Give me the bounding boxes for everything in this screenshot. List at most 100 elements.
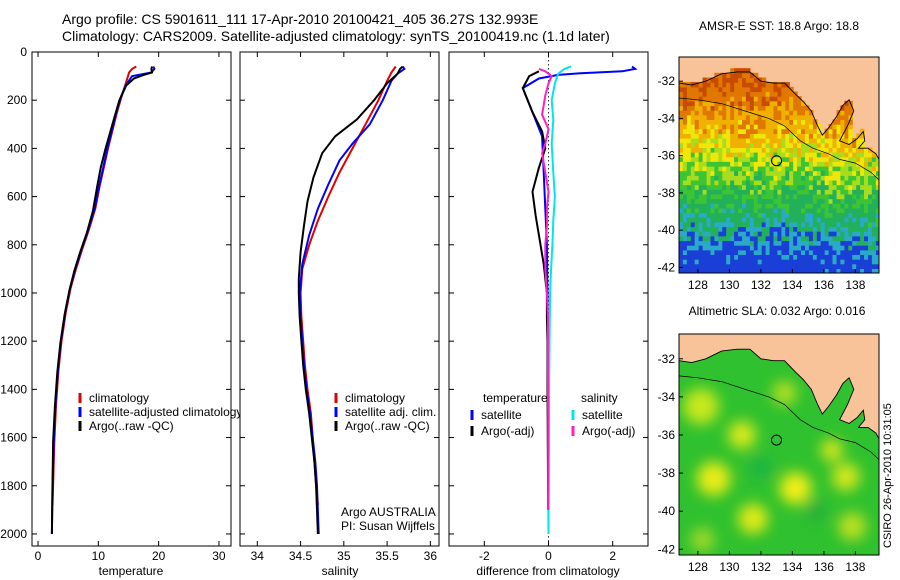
sst-cell xyxy=(686,235,692,242)
sst-cell xyxy=(730,193,735,200)
sst-cell xyxy=(734,231,739,237)
sst-cell xyxy=(718,165,723,172)
sst-cell xyxy=(682,217,688,223)
sst-cell xyxy=(714,110,719,116)
sst-cell xyxy=(871,217,877,223)
sst-cell xyxy=(856,226,861,232)
sst-cell xyxy=(679,156,684,162)
sst-cell xyxy=(726,156,731,162)
sst-cell xyxy=(864,221,869,228)
sst-cell xyxy=(726,268,731,273)
sst-cell xyxy=(761,147,767,153)
y-tick-label: 2000 xyxy=(0,527,27,541)
sst-cell xyxy=(856,235,861,242)
sst-cell xyxy=(824,142,830,148)
sst-cell xyxy=(686,226,692,232)
sst-cell xyxy=(789,249,794,255)
sst-cell xyxy=(753,259,759,265)
sst-cell xyxy=(832,124,837,130)
sst-cell xyxy=(718,235,723,242)
sst-cell xyxy=(745,179,751,186)
sst-cell xyxy=(694,114,700,120)
sst-cell xyxy=(679,245,684,251)
sst-cell xyxy=(738,96,743,102)
sst-cell xyxy=(734,96,739,102)
sst-cell xyxy=(690,212,696,218)
sst-cell xyxy=(706,105,712,111)
sst-cell xyxy=(686,175,692,181)
sst-cell xyxy=(749,128,755,134)
sst-cell xyxy=(714,175,719,181)
sst-cell xyxy=(785,259,790,265)
sst-cell xyxy=(726,235,731,242)
sst-cell xyxy=(860,221,865,228)
sst-cell xyxy=(848,142,853,148)
sst-cell xyxy=(856,207,861,214)
sst-cell xyxy=(828,142,834,148)
sst-cell xyxy=(686,212,692,218)
sst-cell xyxy=(694,193,700,200)
sst-cell xyxy=(722,152,727,158)
sst-cell xyxy=(805,138,810,144)
sst-cell xyxy=(852,142,857,148)
sst-cell xyxy=(864,263,869,269)
sst-cell xyxy=(781,184,786,190)
sst-cell xyxy=(777,198,782,204)
sst-cell xyxy=(690,235,696,242)
sst-cell xyxy=(722,207,727,214)
sst-cell xyxy=(840,231,845,237)
sst-cell xyxy=(761,221,767,228)
sst-cell xyxy=(682,184,688,190)
map-y-tick-label: -38 xyxy=(658,466,676,480)
sst-cell xyxy=(694,119,700,125)
sst-cell xyxy=(840,147,845,153)
sst-cell xyxy=(793,212,798,218)
sst-cell xyxy=(828,226,834,232)
sst-cell xyxy=(738,82,743,88)
sst-cell xyxy=(789,245,794,251)
sst-cell xyxy=(789,152,794,158)
sst-cell xyxy=(757,156,763,162)
sst-cell xyxy=(726,203,731,209)
sst-cell xyxy=(742,249,747,255)
sst-cell xyxy=(785,231,790,237)
sst-cell xyxy=(793,231,798,237)
sst-cell xyxy=(785,138,790,144)
y-tick-label: 1400 xyxy=(0,382,27,396)
sst-cell xyxy=(738,212,743,218)
sst-cell xyxy=(805,105,810,111)
sst-cell xyxy=(745,259,751,265)
sst-cell xyxy=(805,212,810,218)
map-x-tick-label: 134 xyxy=(782,560,802,574)
sst-cell xyxy=(864,268,869,273)
sst-cell xyxy=(777,207,782,214)
sst-cell xyxy=(679,128,684,134)
sst-cell xyxy=(844,226,849,232)
sst-cell xyxy=(875,184,879,190)
sst-cell xyxy=(749,217,755,223)
sst-cell xyxy=(730,142,735,148)
sla-blob xyxy=(779,472,812,505)
sst-cell xyxy=(820,170,826,176)
sst-cell xyxy=(789,240,794,246)
sst-cell xyxy=(868,221,873,228)
sst-cell xyxy=(761,77,767,83)
sst-cell xyxy=(682,259,688,265)
sst-cell xyxy=(789,217,794,223)
sst-cell xyxy=(745,268,751,273)
sst-cell xyxy=(682,133,688,139)
sst-cell xyxy=(871,235,877,242)
sst-cell xyxy=(840,249,845,255)
sst-cell xyxy=(753,179,759,186)
sst-cell xyxy=(840,179,845,186)
sst-cell xyxy=(808,161,814,167)
sst-cell xyxy=(824,138,830,144)
sst-cell xyxy=(808,133,814,139)
sst-cell xyxy=(848,165,853,172)
sst-cell xyxy=(714,91,719,97)
sst-cell xyxy=(852,170,857,176)
sst-cell xyxy=(871,268,877,273)
sst-cell xyxy=(734,161,739,167)
sst-cell xyxy=(742,86,747,93)
sst-cell xyxy=(714,245,719,251)
